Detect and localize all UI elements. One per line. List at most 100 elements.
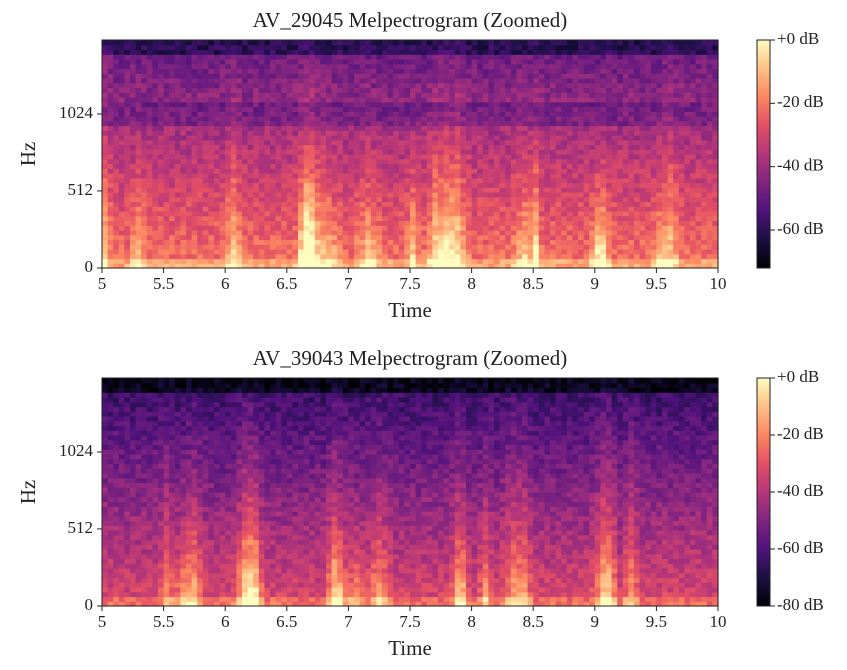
spectrogram-cell (175, 183, 181, 188)
spectrogram-cell (292, 164, 298, 169)
spectrogram-cell (141, 197, 147, 202)
spectrogram-cell (264, 130, 270, 135)
spectrogram-cell (455, 102, 461, 107)
spectrogram-cell (668, 59, 674, 64)
spectrogram-cell (360, 168, 366, 173)
spectrogram-cell (360, 54, 366, 59)
spectrogram-cell (281, 145, 287, 150)
spectrogram-cell (208, 178, 214, 183)
spectrogram-cell (164, 249, 170, 254)
spectrogram-cell (332, 178, 338, 183)
spectrogram-cell (472, 140, 478, 145)
spectrogram-cell (617, 45, 623, 50)
spectrogram-cell (628, 69, 634, 74)
spectrogram-cell (410, 192, 416, 197)
spectrogram-cell (371, 50, 377, 55)
spectrogram-cell (634, 88, 640, 93)
spectrogram-cell (589, 183, 595, 188)
spectrogram-cell (382, 230, 388, 235)
spectrogram-cell (550, 235, 556, 240)
spectrogram-cell (298, 206, 304, 211)
spectrogram-cell (124, 59, 130, 64)
spectrogram-cell (332, 259, 338, 264)
spectrogram-cell (136, 59, 142, 64)
spectrogram-cell (651, 149, 657, 154)
spectrogram-cell (119, 206, 125, 211)
spectrogram-cell (640, 197, 646, 202)
spectrogram-cell (141, 102, 147, 107)
spectrogram-cell (455, 183, 461, 188)
spectrogram-cell (634, 111, 640, 116)
spectrogram-cell (382, 225, 388, 230)
spectrogram-cell (432, 73, 438, 78)
spectrogram-cell (488, 187, 494, 192)
spectrogram-cell (449, 206, 455, 211)
spectrogram-cell (511, 50, 517, 55)
spectrogram-cell (404, 78, 410, 83)
spectrogram-cell (315, 240, 321, 245)
spectrogram-cell (141, 140, 147, 145)
spectrogram-cell (432, 102, 438, 107)
spectrogram-cell (645, 50, 651, 55)
spectrogram-cell (567, 244, 573, 249)
spectrogram-cell (264, 221, 270, 226)
spectrogram-cell (651, 140, 657, 145)
spectrogram-cell (460, 45, 466, 50)
spectrogram-cell (270, 40, 276, 45)
spectrogram-cell (164, 135, 170, 140)
spectrogram-cell (197, 78, 203, 83)
spectrogram-cell (511, 254, 517, 259)
spectrogram-cell (550, 173, 556, 178)
spectrogram-cell (528, 225, 534, 230)
spectrogram-cell (158, 40, 164, 45)
spectrogram-cell (320, 235, 326, 240)
spectrogram-cell (376, 107, 382, 112)
spectrogram-cell (634, 126, 640, 131)
spectrogram-cell (399, 107, 405, 112)
spectrogram-cell (298, 202, 304, 207)
spectrogram-cell (488, 111, 494, 116)
spectrogram-cell (444, 78, 450, 83)
spectrogram-cell (522, 69, 528, 74)
spectrogram-cell (584, 116, 590, 121)
spectrogram-cell (444, 59, 450, 64)
spectrogram-cell (399, 244, 405, 249)
spectrogram-cell (141, 149, 147, 154)
spectrogram-cell (214, 183, 220, 188)
spectrogram-cell (287, 240, 293, 245)
spectrogram-cell (130, 149, 136, 154)
spectrogram-cell (236, 254, 242, 259)
spectrogram-cell (225, 88, 231, 93)
spectrogram-cell (561, 149, 567, 154)
spectrogram-cell (432, 54, 438, 59)
spectrogram-cell (164, 164, 170, 169)
spectrogram-cell (640, 178, 646, 183)
spectrogram-cell (584, 83, 590, 88)
spectrogram-cell (175, 135, 181, 140)
spectrogram-cell (533, 197, 539, 202)
spectrogram-cell (567, 192, 573, 197)
spectrogram-cell (354, 164, 360, 169)
spectrogram-cell (511, 173, 517, 178)
spectrogram-cell (147, 254, 153, 259)
spectrogram-cell (360, 202, 366, 207)
spectrogram-cell (281, 192, 287, 197)
spectrogram-cell (203, 244, 209, 249)
spectrogram-cell (528, 130, 534, 135)
spectrogram-cell (511, 230, 517, 235)
spectrogram-cell (550, 178, 556, 183)
spectrogram-cell (113, 225, 119, 230)
spectrogram-cell (371, 202, 377, 207)
spectrogram-cell (483, 92, 489, 97)
spectrogram-cell (348, 164, 354, 169)
spectrogram-cell (528, 121, 534, 126)
spectrogram-cell (600, 244, 606, 249)
spectrogram-cell (259, 97, 265, 102)
spectrogram-cell (612, 140, 618, 145)
spectrogram-cell (673, 126, 679, 131)
spectrogram-cell (600, 259, 606, 264)
spectrogram-cell (427, 64, 433, 69)
spectrogram-cell (147, 149, 153, 154)
spectrogram-cell (500, 92, 506, 97)
spectrogram-cell (393, 221, 399, 226)
